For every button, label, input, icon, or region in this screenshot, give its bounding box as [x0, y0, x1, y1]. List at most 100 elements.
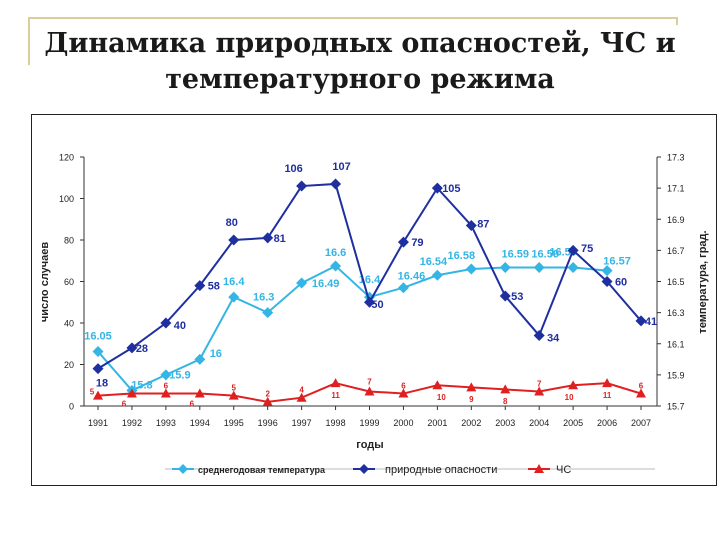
data-label: 9 [469, 395, 474, 404]
frame-top-line [28, 17, 678, 19]
data-label: 53 [511, 291, 523, 303]
data-label: 6 [122, 399, 127, 408]
hazard-point [330, 178, 342, 190]
data-label: 6 [401, 381, 406, 390]
data-label: 10 [565, 393, 574, 402]
y-right-tick-label: 16.3 [667, 308, 685, 318]
hazard-point [431, 182, 443, 194]
data-label: 107 [332, 161, 350, 173]
data-label: 2 [265, 390, 270, 399]
x-tick-label: 1991 [88, 418, 108, 428]
hazard-point [397, 236, 409, 248]
x-tick-label: 2005 [563, 418, 583, 428]
data-label: 15.9 [169, 370, 190, 382]
data-label: 34 [547, 332, 560, 344]
data-label: 87 [477, 218, 489, 230]
emergency-point [126, 388, 137, 398]
x-tick-label: 1994 [190, 418, 210, 428]
data-label: 40 [174, 320, 186, 332]
hazard-point [92, 363, 104, 375]
hazard-point [601, 276, 613, 287]
emergency-point [432, 380, 443, 390]
y-left-tick-label: 60 [64, 277, 74, 287]
temperature-point [533, 261, 545, 273]
data-label: 16.4 [223, 276, 245, 288]
emergency-point [228, 390, 239, 400]
x-tick-label: 2007 [631, 418, 651, 428]
legend-label: среднегодовая температура [198, 465, 326, 475]
hazard-point [228, 234, 240, 246]
x-tick-label: 2000 [393, 418, 413, 428]
data-label: 16 [210, 348, 222, 360]
hazard-point [533, 329, 545, 341]
data-label: 16.59 [531, 248, 559, 260]
emergency-point [568, 380, 579, 390]
emergency-point [500, 384, 511, 394]
emergency-point [466, 382, 477, 392]
temperature-point [499, 261, 511, 273]
series-2: 5 6 6 6 5 2 4 11 7 6 10 9 8 7 10 11 6 [90, 377, 646, 408]
legend-label: ЧС [556, 464, 571, 476]
emergency-point [398, 388, 409, 398]
data-label: 18 [96, 378, 108, 390]
emergency-point [296, 392, 307, 402]
hazard-point [465, 219, 477, 231]
data-label: 16.49 [312, 278, 340, 290]
chart-frame [31, 114, 717, 486]
x-tick-label: 1998 [326, 418, 346, 428]
emergency-point [330, 378, 341, 388]
frame-left-line [28, 17, 30, 65]
temperature-point [431, 269, 443, 281]
y-left-tick-label: 0 [69, 402, 74, 412]
data-label: 10 [437, 393, 446, 402]
x-tick-label: 1992 [122, 418, 142, 428]
y-right-axis-title: температура, град. [697, 230, 709, 333]
y-left-tick-label: 20 [64, 360, 74, 370]
emergency-point [602, 378, 613, 388]
legend: среднегодовая температура природные опасн… [165, 464, 655, 476]
x-tick-label: 2004 [529, 418, 549, 428]
data-label: 11 [331, 391, 340, 400]
y-right-tick-label: 15.7 [667, 402, 685, 412]
data-label: 15.8 [131, 379, 152, 391]
y-left-tick-label: 80 [64, 236, 74, 246]
hazard-point [499, 290, 511, 302]
x-axis-title: годы [356, 439, 383, 451]
data-label: 6 [190, 399, 195, 408]
data-label: 106 [284, 163, 302, 175]
data-label: 41 [645, 316, 657, 328]
x-tick-label: 1993 [156, 418, 176, 428]
data-label: 16.6 [325, 247, 346, 259]
emergency-point [364, 386, 375, 396]
x-tick-label: 1996 [258, 418, 278, 428]
data-label: 28 [136, 343, 148, 355]
hazard-point [262, 232, 274, 244]
page-title: Динамика природных опасностей, ЧС и темп… [40, 26, 680, 98]
legend-swatch-marker [534, 464, 544, 473]
y-right-tick-label: 16.9 [667, 215, 685, 225]
y-right-tick-label: 16.5 [667, 277, 685, 287]
emergency-point [534, 386, 545, 396]
title-line-2: температурного режима [165, 64, 555, 95]
hazard-point [635, 315, 647, 327]
temperature-point [296, 277, 308, 289]
hazard-point [567, 244, 579, 256]
data-label: 16.05 [84, 330, 112, 342]
temperature-point [160, 369, 172, 381]
data-label: 16.57 [603, 255, 631, 267]
data-label: 16.58 [448, 250, 476, 262]
data-label: 11 [603, 391, 612, 400]
data-label: 60 [615, 276, 627, 288]
y-right-tick-label: 15.9 [667, 370, 685, 380]
y-right-tick-label: 16.1 [667, 339, 685, 349]
temperature-point [465, 263, 477, 275]
y-right-tick-label: 16.7 [667, 246, 685, 256]
temperature-point [567, 261, 579, 273]
data-label: 81 [274, 233, 286, 245]
data-label: 7 [367, 377, 372, 386]
data-label: 79 [411, 237, 423, 249]
legend-swatch-marker [359, 464, 369, 474]
